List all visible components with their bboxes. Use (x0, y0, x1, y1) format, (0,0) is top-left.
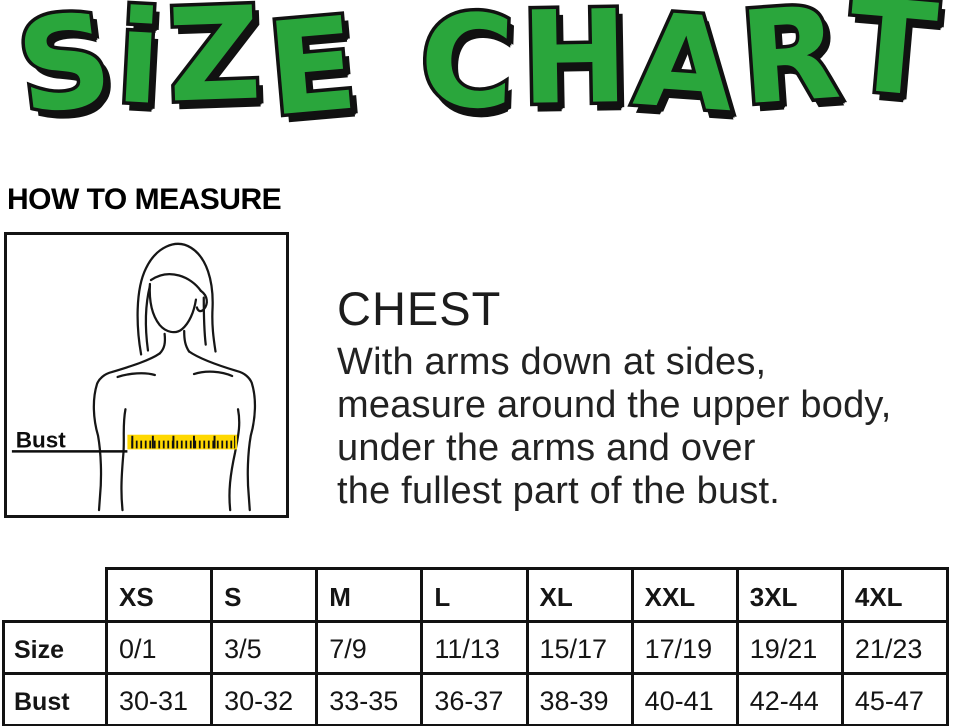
bust-label: Bust (16, 427, 67, 452)
table-row: Bust 30-31 30-32 33-35 36-37 38-39 40-41 42-44 4… (2, 672, 950, 726)
shoulder-arm-left (92, 352, 161, 512)
side-line-left (120, 408, 127, 512)
size-column-header: XXL (630, 567, 739, 623)
table-cell: 0/1 (104, 620, 214, 675)
size-column-header: L (420, 567, 529, 623)
row-label: Bust (2, 672, 108, 726)
instruction-line: With arms down at sides, (337, 341, 767, 383)
table-cell: 17/19 (630, 620, 739, 675)
table-cell: 38-39 (525, 672, 634, 726)
woman-figure-svg: Bust (11, 242, 257, 512)
measurement-illustration: Bust (4, 232, 289, 518)
title-letter: A (627, 0, 743, 145)
neck-left (158, 332, 167, 355)
size-table: XS S M L XL XXL 3XL 4XL Size 0/1 3/5 7/9 11/13 15/17 1… (2, 567, 950, 726)
table-cell: 19/21 (735, 620, 844, 675)
hair-parting (149, 273, 202, 292)
how-to-measure-heading: HOW TO MEASURE (7, 183, 282, 216)
title-letter: R (733, 0, 849, 138)
hair-outline (136, 242, 217, 356)
instruction-line: measure around the upper body, (337, 384, 892, 426)
table-cell: 42-44 (735, 672, 844, 726)
hair-strand-right (202, 296, 207, 346)
side-line-right (228, 408, 241, 512)
collarbone-left (116, 372, 156, 379)
title-letter: Z (162, 0, 267, 135)
size-column-header: S (210, 567, 319, 623)
shoulder-arm-right (187, 350, 257, 512)
collarbone-right (192, 370, 234, 378)
title-letter: i (110, 0, 169, 138)
table-cell: 45-47 (840, 672, 950, 726)
size-column-header: 4XL (840, 567, 950, 623)
table-cell: 15/17 (525, 620, 634, 675)
title-letter: T (838, 0, 945, 130)
instruction-line: the fullest part of the bust. (337, 470, 781, 512)
face-outline (148, 282, 198, 334)
size-column-header: M (315, 567, 424, 623)
title-letter: E (259, 0, 366, 149)
table-cell: 30-31 (104, 672, 214, 726)
table-cell: 36-37 (420, 672, 529, 726)
table-cell: 21/23 (840, 620, 950, 675)
title-letter: H (516, 0, 633, 137)
woman-figure (92, 242, 257, 512)
table-cell: 3/5 (210, 620, 319, 675)
neck-right (183, 329, 191, 353)
size-column-header: 3XL (735, 567, 844, 623)
table-cell: 33-35 (315, 672, 424, 726)
table-cell: 30-32 (210, 672, 319, 726)
chest-heading: CHEST (337, 282, 502, 335)
table-header-row: XS S M L XL XXL 3XL 4XL (4, 567, 950, 623)
table-cell: 11/13 (420, 620, 529, 675)
chest-instructions: CHEST With arms down at sides, measure a… (337, 283, 892, 513)
instruction-line: under the arms and over (337, 427, 756, 469)
table-row: Size 0/1 3/5 7/9 11/13 15/17 17/19 19/21 21/23 (2, 620, 950, 675)
measuring-tape (127, 434, 238, 450)
table-cell: 40-41 (630, 672, 739, 726)
size-column-header: XS (104, 567, 214, 623)
size-column-header: XL (525, 567, 634, 623)
title-letter: C (414, 0, 520, 142)
row-label: Size (2, 620, 108, 675)
title-letter: S (6, 0, 123, 148)
table-cell: 7/9 (315, 620, 424, 675)
ear-curl (195, 289, 208, 313)
table-corner-cell (4, 569, 107, 622)
